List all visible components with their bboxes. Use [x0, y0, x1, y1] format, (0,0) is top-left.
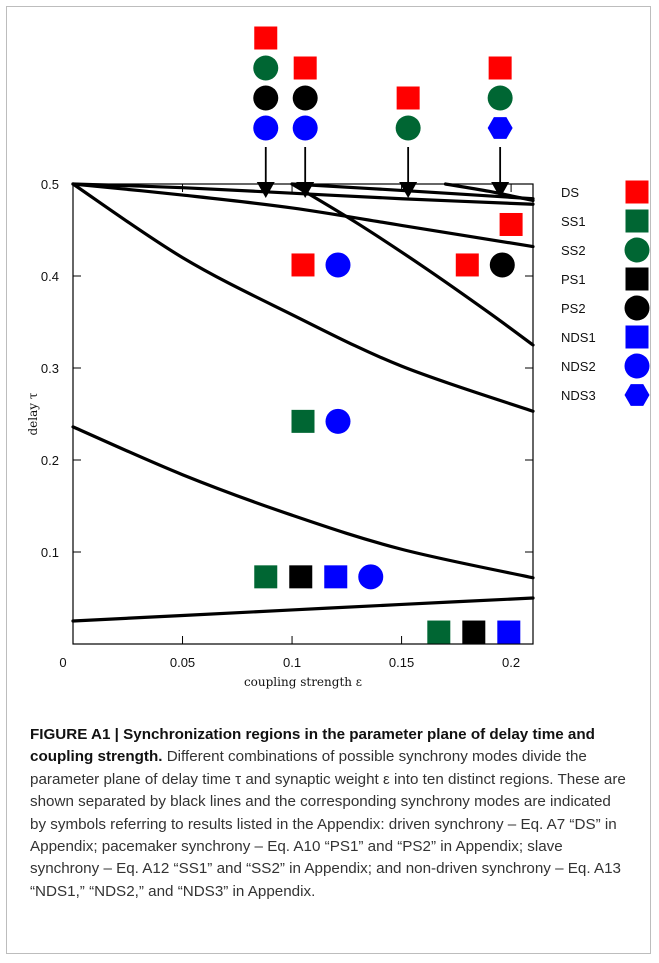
legend-label: SS2	[561, 243, 586, 258]
ss2-symbol	[396, 116, 421, 141]
nds2-symbol	[625, 354, 650, 379]
nds3-symbol	[488, 117, 513, 139]
nds1-symbol	[626, 326, 649, 349]
nds2-symbol	[326, 252, 351, 277]
legend-label: PS1	[561, 272, 586, 287]
legend-label: NDS2	[561, 359, 596, 374]
region-boundary-line	[73, 184, 533, 411]
y-tick-label: 0.5	[41, 177, 59, 192]
nds1-symbol	[324, 565, 347, 588]
legend-label: SS1	[561, 214, 586, 229]
region-boundary-line	[73, 427, 533, 578]
nds3-symbol	[625, 384, 650, 406]
ps1-symbol	[289, 565, 312, 588]
ds-symbol	[294, 57, 317, 80]
ds-symbol	[254, 27, 277, 50]
nds2-symbol	[293, 116, 318, 141]
ds-symbol	[292, 253, 315, 276]
ss2-symbol	[625, 238, 650, 263]
ps1-symbol	[462, 621, 485, 644]
ds-symbol	[626, 181, 649, 204]
legend-label: PS2	[561, 301, 586, 316]
nds2-symbol	[253, 116, 278, 141]
caption-text: Different combinations of possible synch…	[30, 748, 626, 899]
ps2-symbol	[293, 86, 318, 111]
y-tick-label: 0.1	[41, 545, 59, 560]
y-axis-label: delay τ	[26, 392, 40, 435]
ds-symbol	[456, 253, 479, 276]
x-tick-label: 0.1	[283, 655, 301, 670]
synchronization-chart: 0 0.05 0.1 0.15 0.2 0.1 0.2 0.3 0.4 0.5 DS SS1 SS2 P…	[0, 0, 659, 700]
ss1-symbol	[427, 621, 450, 644]
ss1-symbol	[292, 410, 315, 433]
legend-label: NDS1	[561, 330, 596, 345]
ds-symbol	[500, 213, 523, 236]
nds1-symbol	[497, 621, 520, 644]
y-tick-label: 0.3	[41, 361, 59, 376]
y-tick-label: 0.4	[41, 269, 59, 284]
x-tick-label: 0.2	[502, 655, 520, 670]
ps2-symbol	[490, 252, 515, 277]
ss2-symbol	[253, 56, 278, 81]
ps2-symbol	[253, 86, 278, 111]
x-tick-label: 0.05	[170, 655, 195, 670]
ss2-symbol	[488, 86, 513, 111]
legend-label: DS	[561, 185, 579, 200]
x-tick-label: 0	[59, 655, 66, 670]
ss1-symbol	[626, 210, 649, 233]
ss1-symbol	[254, 565, 277, 588]
figure-caption: FIGURE A1 | Synchronization regions in t…	[30, 724, 630, 903]
ps1-symbol	[626, 268, 649, 291]
region-boundary-line	[445, 184, 533, 201]
x-axis-label: coupling strength ε	[244, 675, 362, 689]
nds2-symbol	[326, 409, 351, 434]
nds2-symbol	[358, 564, 383, 589]
ps2-symbol	[625, 296, 650, 321]
y-tick-label: 0.2	[41, 453, 59, 468]
legend-label: NDS3	[561, 388, 596, 403]
x-tick-label: 0.15	[389, 655, 414, 670]
ds-symbol	[397, 87, 420, 110]
ds-symbol	[489, 57, 512, 80]
region-boundary-line	[73, 598, 533, 621]
